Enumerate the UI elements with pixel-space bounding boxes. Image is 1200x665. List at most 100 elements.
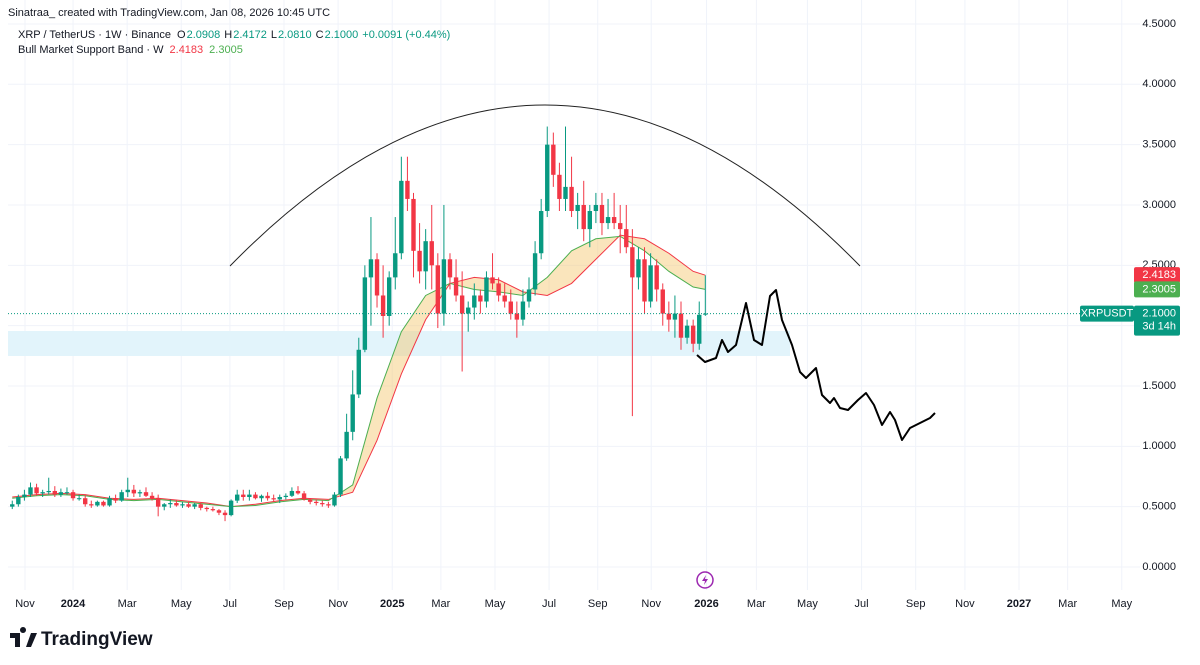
change: +0.0091 (+0.44%) bbox=[362, 29, 450, 41]
candle-body bbox=[180, 504, 185, 506]
candle-body bbox=[332, 494, 337, 506]
x-tick-label: Nov bbox=[641, 598, 661, 610]
candle-body bbox=[411, 198, 416, 251]
zone bbox=[8, 331, 790, 356]
candle-body bbox=[386, 277, 392, 316]
y-tick-label: 1.0000 bbox=[1142, 440, 1176, 452]
candle-body bbox=[301, 493, 307, 500]
candle-body bbox=[204, 507, 209, 510]
symbol: XRP / TetherUS · 1W · Binance bbox=[18, 29, 171, 41]
candle-body bbox=[228, 500, 234, 516]
x-tick-label: 2025 bbox=[380, 598, 404, 610]
price-tag-bg bbox=[1134, 305, 1180, 336]
x-tick-label: Jul bbox=[855, 598, 869, 610]
candle-body bbox=[526, 289, 532, 302]
x-tick-label: Mar bbox=[431, 598, 450, 610]
candle-body bbox=[125, 489, 130, 493]
lightning-icon bbox=[696, 571, 714, 589]
candle-body bbox=[520, 301, 526, 320]
candle-body bbox=[630, 247, 635, 278]
candle-body bbox=[283, 495, 289, 498]
candle-body bbox=[666, 313, 672, 320]
candle-body bbox=[478, 295, 483, 302]
candle-body bbox=[593, 204, 599, 212]
ohlc-key: H bbox=[224, 29, 232, 41]
candle-body bbox=[40, 492, 45, 494]
x-tick-label: Sep bbox=[274, 598, 294, 610]
candle-body bbox=[95, 501, 100, 506]
candle-body bbox=[599, 204, 605, 224]
candle-body bbox=[453, 277, 459, 296]
countdown: 3d 14h bbox=[1142, 320, 1176, 332]
x-tick-label: Sep bbox=[588, 598, 608, 610]
candle-body bbox=[417, 250, 422, 272]
candle-body bbox=[648, 265, 653, 302]
band-upper-label-bg bbox=[1134, 267, 1180, 284]
candle-body bbox=[684, 325, 690, 338]
x-tick-label: May bbox=[1111, 598, 1132, 610]
logo-icon bbox=[10, 627, 37, 647]
candle-body bbox=[362, 277, 368, 350]
candle-body bbox=[22, 494, 27, 498]
candle-body bbox=[271, 498, 276, 500]
candle-body bbox=[58, 492, 64, 495]
credit: Sinatraa_ created with TradingView.com, … bbox=[8, 7, 330, 19]
candle-body bbox=[368, 259, 374, 278]
x-tick-label: May bbox=[485, 598, 506, 610]
candle-body bbox=[83, 498, 88, 505]
candle-body bbox=[234, 494, 240, 501]
symbol-tag-bg bbox=[1080, 305, 1134, 322]
candle-body bbox=[660, 289, 665, 314]
candle-body bbox=[435, 265, 441, 314]
candle-body bbox=[210, 509, 216, 511]
candle-body bbox=[575, 204, 580, 212]
candle-body bbox=[149, 495, 155, 499]
x-tick-label: 2027 bbox=[1007, 598, 1031, 610]
ohlc-value: 2.0908 bbox=[187, 29, 221, 41]
candle-body bbox=[16, 497, 21, 505]
candle-body bbox=[338, 458, 343, 495]
candle-body bbox=[198, 504, 203, 508]
candle-body bbox=[10, 504, 15, 507]
ohlc-key: O bbox=[177, 29, 186, 41]
candle-body bbox=[690, 325, 696, 344]
candle-body bbox=[642, 259, 647, 302]
x-tick-label: May bbox=[797, 598, 818, 610]
candle-body bbox=[289, 490, 295, 496]
legend: XRP / TetherUS · 1W · Binance O 2.0908 H 2.4… bbox=[18, 29, 450, 41]
indicator-value: 2.4183 bbox=[170, 44, 204, 56]
candle-body bbox=[563, 186, 568, 199]
candle-body bbox=[496, 283, 501, 296]
ohlc-value: 2.4172 bbox=[233, 29, 267, 41]
x-tick-label: May bbox=[171, 598, 192, 610]
candle-body bbox=[605, 217, 611, 224]
candle-body bbox=[119, 492, 124, 501]
grid bbox=[8, 0, 1140, 590]
x-tick-label: 2024 bbox=[61, 598, 86, 610]
candle-body bbox=[344, 431, 349, 459]
indicator-value: 2.3005 bbox=[209, 44, 243, 56]
candle-body bbox=[162, 504, 167, 507]
arc-drawing bbox=[229, 104, 861, 267]
candle-body bbox=[76, 498, 82, 500]
candle-body bbox=[101, 501, 106, 506]
candle-body bbox=[186, 504, 191, 507]
candle-body bbox=[429, 241, 434, 266]
candle-body bbox=[466, 307, 471, 314]
ohlc-key: C bbox=[316, 29, 324, 41]
candle-body bbox=[155, 498, 161, 507]
candle-body bbox=[113, 498, 118, 501]
indicator: Bull Market Support Band · W bbox=[18, 44, 164, 56]
y-tick-label: 0.0000 bbox=[1142, 561, 1176, 573]
candle-body bbox=[703, 313, 708, 315]
candle-body bbox=[277, 497, 282, 500]
candle-body bbox=[307, 499, 313, 502]
price-tag: 2.1000 bbox=[1142, 307, 1176, 319]
ohlc-key: L bbox=[271, 29, 277, 41]
candle-body bbox=[569, 186, 574, 212]
candle-body bbox=[350, 394, 355, 432]
x-tick-label: Mar bbox=[118, 598, 137, 610]
candle-body bbox=[581, 204, 586, 230]
candle-body bbox=[89, 504, 94, 506]
